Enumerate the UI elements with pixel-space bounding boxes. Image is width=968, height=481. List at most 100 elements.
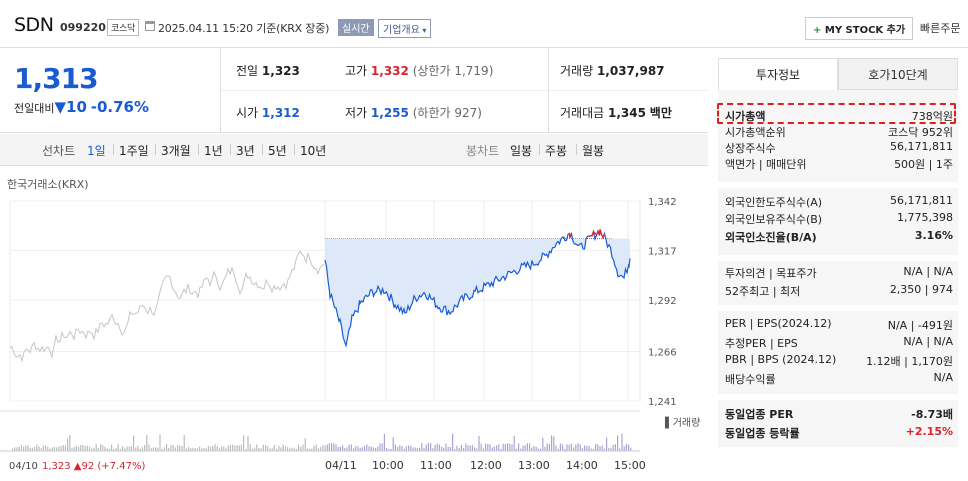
info-key: 시가총액 <box>725 110 766 123</box>
volume-bar <box>502 443 504 451</box>
volume-label: ▌거래량 <box>664 416 700 429</box>
tab-range-5[interactable]: 5년 <box>268 144 287 158</box>
volume-bar <box>335 444 337 451</box>
tab-candle-1[interactable]: 주봉 <box>545 144 568 158</box>
info-value: 738억원 <box>911 110 953 123</box>
y-tick-label: 1,292 <box>648 296 677 307</box>
volume-bar <box>249 444 251 451</box>
volume-bar <box>526 443 528 451</box>
info-value: 1.12배 | 1,170원 <box>866 355 953 368</box>
info-key: 배당수익률 <box>725 373 776 386</box>
candle-chart-label: 봉차트 <box>466 144 500 158</box>
volume-bar <box>159 434 161 451</box>
volume-bar <box>542 437 544 451</box>
volume-bar <box>170 445 172 451</box>
volume-bar <box>254 447 256 451</box>
tab-candle-2[interactable]: 월봉 <box>582 144 605 158</box>
volume-bar <box>155 447 157 451</box>
info-row: 시가총액 738억원 <box>725 108 953 124</box>
volume-bar <box>75 445 77 451</box>
tab-order-book[interactable]: 호가10단계 <box>838 58 958 90</box>
info-row: 동일업종 등락률 +2.15% <box>725 425 953 441</box>
volume-bar <box>27 445 29 451</box>
volume-bar <box>368 446 370 451</box>
y-tick-label: 1,266 <box>648 347 677 358</box>
volume-bar <box>247 435 249 451</box>
volume-bar <box>458 448 460 451</box>
info-row: 액면가 | 매매단위 500원 | 1주 <box>725 156 953 172</box>
volume-bar <box>388 448 390 451</box>
volume-bar <box>449 447 451 451</box>
volume-bar <box>69 435 71 451</box>
volume-bar <box>498 444 500 451</box>
volume-bar <box>559 443 561 451</box>
volume-bar <box>300 446 302 451</box>
volume-bar <box>205 448 207 451</box>
volume-bar <box>293 447 295 451</box>
volume-bar <box>218 448 220 451</box>
volume-bar <box>482 448 484 451</box>
volume-bar <box>557 448 559 451</box>
volume-bar <box>601 445 603 451</box>
volume-bar <box>366 444 368 451</box>
volume-bar <box>122 446 124 451</box>
down-arrow-icon: ▼ <box>54 98 67 116</box>
volume-bar <box>49 448 51 451</box>
volume-bar <box>434 444 436 451</box>
y-tick-label: 1,342 <box>648 197 677 208</box>
tab-range-3[interactable]: 1년 <box>204 144 223 158</box>
tab-candle-0[interactable]: 일봉 <box>510 144 533 158</box>
tab-range-0[interactable]: 1일 <box>87 144 106 158</box>
chevron-down-icon: ▾ <box>419 26 427 35</box>
volume-bar <box>20 444 22 451</box>
corp-info-button[interactable]: 기업개요 ▾ <box>378 19 432 38</box>
volume-bar <box>260 448 262 451</box>
volume-bar <box>379 443 381 451</box>
volume-bar <box>34 446 36 451</box>
volume-bar <box>566 444 568 451</box>
y-tick-label: 1,241 <box>648 397 677 408</box>
volume-bar <box>463 447 465 451</box>
volume-bar <box>610 447 612 451</box>
volume-bar <box>166 444 168 451</box>
volume-bar <box>97 447 99 451</box>
volume-bar <box>179 445 181 451</box>
volume-bar <box>392 437 394 451</box>
tab-range-4[interactable]: 3년 <box>236 144 255 158</box>
volume-bar <box>342 445 344 451</box>
today-price-line <box>324 229 631 348</box>
mystock-add-button[interactable]: + MY STOCK 추가 <box>805 17 914 40</box>
volume-bar <box>423 447 425 451</box>
volume-bar <box>150 448 152 451</box>
above-prev-line <box>587 229 606 240</box>
tab-invest-info[interactable]: 투자정보 <box>718 58 838 90</box>
realtime-badge[interactable]: 실시간 <box>338 19 374 36</box>
volume-bar <box>535 446 537 451</box>
tab-separator <box>262 144 263 155</box>
info-key: PBR | BPS (2024.12) <box>725 353 837 366</box>
high-price: 고가 1,332 (상한가 1,719) <box>345 64 494 78</box>
tab-range-6[interactable]: 10년 <box>300 144 327 158</box>
volume-bar <box>410 445 412 451</box>
plus-icon: + <box>813 25 825 36</box>
volume-bar <box>177 445 179 451</box>
volume-bar <box>555 445 557 451</box>
datetime-text: 2025.04.11 15:20 기준(KRX 장중) <box>158 22 330 35</box>
section-gap <box>718 305 958 311</box>
tab-range-1[interactable]: 1주일 <box>119 144 149 158</box>
tab-range-2[interactable]: 3개월 <box>161 144 191 158</box>
quick-order-button[interactable]: 빠른주문 <box>920 22 961 35</box>
volume-bar <box>84 446 86 451</box>
volume-bar <box>309 448 311 451</box>
volume-bar <box>302 444 304 451</box>
volume-bar <box>397 447 399 451</box>
volume-bar <box>456 445 458 451</box>
info-key: 외국인한도주식수(A) <box>725 196 823 209</box>
volume-bar <box>414 447 416 451</box>
current-price: 1,313 <box>14 62 99 95</box>
tab-separator <box>539 144 540 155</box>
volume-bar <box>31 447 33 451</box>
volume-bar <box>531 447 533 451</box>
tab-separator <box>576 144 577 155</box>
volume-bar <box>386 447 388 451</box>
